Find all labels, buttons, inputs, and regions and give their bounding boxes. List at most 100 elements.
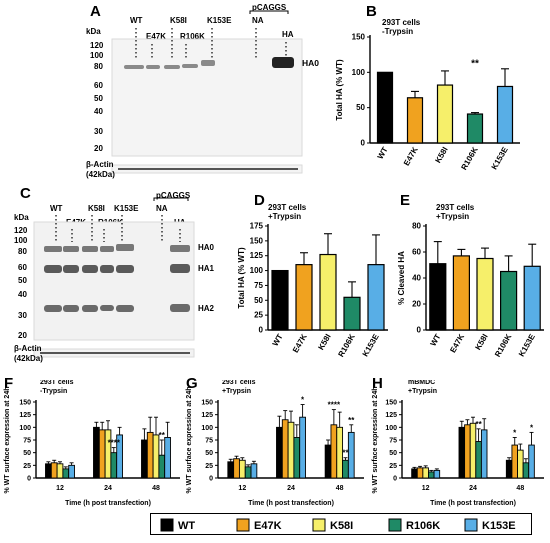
bar-r106k-48h <box>522 462 530 479</box>
significance-marker: ** <box>471 59 479 70</box>
blot-a-band-label: HA0 <box>302 58 320 68</box>
x-tick-label: K153E <box>490 145 510 171</box>
bar-r106k-24h <box>475 441 482 479</box>
bar-wt-12h <box>45 463 52 479</box>
y-axis-label: Total HA (% WT) <box>237 247 246 309</box>
x-axis-label: Time (h post transfection) <box>65 500 151 507</box>
x-tick-label: K58I <box>473 333 489 352</box>
chart-f-annotation: 293T cells <box>40 380 74 386</box>
significance-marker: ** <box>159 431 166 440</box>
bar-r106k-12h <box>62 468 70 479</box>
chart-h-annotation: mBMDC <box>408 380 435 386</box>
legend-label-e47k: E47K <box>254 520 282 532</box>
y-tick-label: 20 <box>412 300 421 309</box>
y-axis-label: % WT surface expression at 24h <box>4 387 11 494</box>
y-tick-label: 100 <box>19 425 31 432</box>
bar-r106k-48h <box>342 459 349 479</box>
blot-a-image <box>111 10 303 174</box>
bar-k153e-48h <box>528 444 535 479</box>
bar-r106k <box>499 270 518 331</box>
blot-c-marker: 50 <box>18 276 27 285</box>
x-tick-label: 12 <box>422 485 430 492</box>
blot-c-actin-kda: (42kDa) <box>14 354 43 363</box>
bar-k58i-24h <box>287 421 295 479</box>
blot-a-vector-lane: NA <box>252 16 264 25</box>
bar-k153e <box>367 264 385 331</box>
blot-c-lane-label: WT <box>50 204 63 213</box>
x-axis-label: Time (h post transfection) <box>430 500 516 507</box>
bar-k58i-12h <box>422 467 429 479</box>
x-axis-label: Time (h post transfection) <box>248 500 334 507</box>
bar-wt-48h <box>505 459 513 479</box>
y-tick-label: 0 <box>259 326 264 335</box>
blot-c-kda-label: kDa <box>14 213 29 222</box>
x-tick-label: E47K <box>402 145 420 167</box>
y-tick-label: 25 <box>205 463 213 470</box>
bar-k153e-48h <box>347 431 355 479</box>
panel-letter-b: B <box>366 3 377 20</box>
blot-c-marker: 60 <box>18 263 27 272</box>
bar-e47k-48h <box>330 424 338 479</box>
blot-a-lane-label: K153E <box>207 16 232 25</box>
legend-swatch-r106k <box>388 518 402 532</box>
y-tick-label: 100 <box>201 425 213 432</box>
blot-c-marker: 100 <box>14 236 28 245</box>
blot-a-lane-label: R106K <box>180 32 205 41</box>
x-tick-label: K58I <box>433 146 449 165</box>
panel-letter-f: F <box>4 375 14 392</box>
legend-swatch-k153e <box>464 518 478 532</box>
bar-k153e-24h <box>116 434 123 479</box>
bar-e47k <box>406 97 424 144</box>
significance-marker: * <box>530 423 534 432</box>
bar-k58i-48h <box>336 426 344 479</box>
blot-c-marker: 20 <box>18 331 27 340</box>
blot-c-vector-label: pCAGGS <box>156 191 191 200</box>
y-tick-label: 60 <box>412 248 421 257</box>
y-tick-label: 50 <box>356 103 365 112</box>
bar-e47k-12h <box>50 462 58 479</box>
y-tick-label: 150 <box>250 236 264 245</box>
panel-letter-g: G <box>186 375 198 392</box>
y-tick-label: 75 <box>205 438 213 445</box>
y-tick-label: 0 <box>361 139 366 148</box>
bar-k58i-12h <box>238 459 246 479</box>
legend-svg: WT E47K K58I R106K K153E <box>160 518 516 532</box>
x-tick-label: 24 <box>469 485 477 492</box>
bar-r106k-24h <box>293 437 301 479</box>
y-tick-label: 150 <box>19 400 31 407</box>
legend-label-wt: WT <box>178 520 195 532</box>
y-tick-label: 25 <box>23 463 31 470</box>
blot-a-kda-label: kDa <box>86 27 101 36</box>
y-tick-label: 75 <box>254 281 263 290</box>
chart-legend: WT E47K K58I R106K K153E <box>150 513 532 535</box>
bar-k58i <box>476 257 494 331</box>
bar-r106k-48h <box>158 454 166 479</box>
bar-k153e-12h <box>250 463 258 479</box>
chart-g-annotation: +Trypsin <box>222 388 251 395</box>
panel-letter-e: E <box>400 192 411 209</box>
y-tick-label: 150 <box>352 33 366 42</box>
panel-letter-h: H <box>372 375 383 392</box>
blot-c-image <box>33 197 195 358</box>
panel-letter-a: A <box>90 3 101 20</box>
significance-marker: ** <box>348 416 355 425</box>
blot-c-marker: 40 <box>18 290 27 299</box>
y-tick-label: 75 <box>389 438 397 445</box>
bar-e47k-24h <box>464 424 471 479</box>
blot-a-lane-label: WT <box>130 16 143 25</box>
bar-wt <box>429 263 447 331</box>
legend-swatch-e47k <box>236 518 250 532</box>
x-tick-label: 12 <box>56 485 64 492</box>
chart-f-surface-minus-trypsin: 293T cells -Trypsin 0 25 50 75 100 125 150 % WT s… <box>4 380 180 507</box>
bar-e47k <box>295 264 313 331</box>
bar-r106k <box>466 113 484 144</box>
blot-a-marker: 40 <box>94 107 103 116</box>
panel-letter-c: C <box>20 185 31 202</box>
blot-a-marker: 50 <box>94 94 103 103</box>
legend-swatch-wt <box>160 518 174 532</box>
y-tick-label: 100 <box>385 425 397 432</box>
x-tick-label: WT <box>429 332 443 347</box>
bar-wt-48h <box>324 444 332 479</box>
y-tick-label: 50 <box>389 450 397 457</box>
y-tick-label: 0 <box>209 476 213 483</box>
